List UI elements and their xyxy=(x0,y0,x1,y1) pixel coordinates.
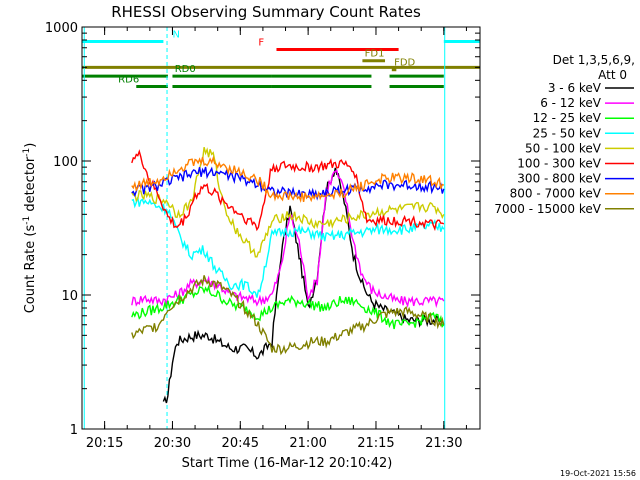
series-line-100-300-kev xyxy=(131,149,445,232)
series-line-800-7000-kev xyxy=(131,155,445,203)
x-tick-label-20-45: 20:45 xyxy=(222,436,259,451)
chart-title: RHESSI Observing Summary Count Rates xyxy=(111,3,421,21)
x-axis-label: Start Time (16-Mar-12 20:10:42) xyxy=(182,456,393,471)
legend-label-50-100-kev: 50 - 100 keV xyxy=(525,141,602,155)
y-axis-label-mid: detector xyxy=(23,156,38,216)
y-tick-label-1000: 1000 xyxy=(45,21,78,36)
flag-label-f: F xyxy=(258,37,264,48)
y-axis-label: Count Rate (s-1 detector-1) xyxy=(22,143,38,314)
x-tick-label-21-30: 21:30 xyxy=(425,436,462,451)
flag-label-fdd: FDD xyxy=(394,58,415,69)
series-lines xyxy=(131,147,445,404)
series-line-25-50-kev xyxy=(131,197,445,298)
flag-label-fd1: FD1 xyxy=(365,49,385,60)
flag-bars: N F FD1 FDD RD0 RD6 xyxy=(82,29,480,88)
legend-label-7000-15000-kev: 7000 - 15000 keV xyxy=(494,202,601,216)
legend-label-100-300-kev: 100 - 300 keV xyxy=(517,157,601,171)
legend-label-25-50-kev: 25 - 50 keV xyxy=(533,126,602,140)
y-tick-label-10: 10 xyxy=(61,289,78,304)
series-line-7000-15000-kev xyxy=(131,275,445,356)
y-axis-label-sup2: -1 xyxy=(22,148,32,157)
x-tick-label-21-15: 21:15 xyxy=(357,436,394,451)
legend-header-line1: Det 1,3,5,6,9, xyxy=(553,53,635,67)
x-tick-label-21-00: 21:00 xyxy=(289,436,326,451)
vertical-markers xyxy=(83,27,446,429)
y-axis-label-end: ) xyxy=(23,143,38,148)
series-line-50-100-kev xyxy=(131,147,445,258)
series-line-6-12-kev xyxy=(131,169,445,309)
y-tick-label-100: 100 xyxy=(53,155,78,170)
flag-label-rd6: RD6 xyxy=(118,74,139,85)
generated-timestamp: 19-Oct-2021 15:56 xyxy=(560,469,636,478)
series-line-300-800-kev xyxy=(131,166,445,201)
flag-label-rd0: RD0 xyxy=(175,64,196,75)
legend-label-12-25-kev: 12 - 25 keV xyxy=(533,111,602,125)
legend-header-line2: Att 0 xyxy=(598,68,627,82)
legend-label-300-800-kev: 300 - 800 keV xyxy=(517,172,601,186)
y-axis-label-main: Count Rate (s xyxy=(23,225,38,314)
y-axis-label-sup1: -1 xyxy=(22,216,32,225)
y-tick-label-1: 1 xyxy=(70,423,78,438)
axes: 20:15 20:30 20:45 21:00 21:15 21:30 1 10 100 1000 xyxy=(45,21,481,451)
x-tick-label-20-30: 20:30 xyxy=(154,436,191,451)
legend-label-800-7000-kev: 800 - 7000 keV xyxy=(510,187,602,201)
plot-frame xyxy=(81,26,481,430)
flag-label-n: N xyxy=(172,29,179,40)
legend-label-6-12-kev: 6 - 12 keV xyxy=(540,96,602,110)
x-tick-label-20-15: 20:15 xyxy=(86,436,123,451)
legend-label-3-6-kev: 3 - 6 keV xyxy=(548,81,602,95)
